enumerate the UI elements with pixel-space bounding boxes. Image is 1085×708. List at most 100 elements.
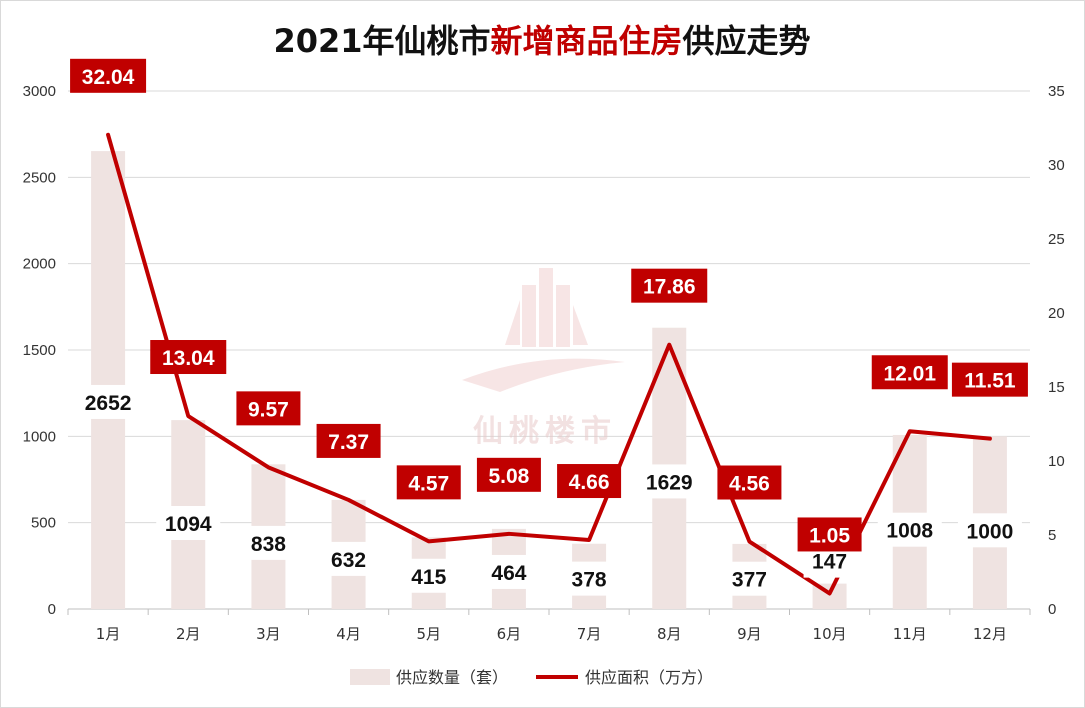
line-data-label: 4.66 [569, 471, 610, 494]
bar-data-label-bg [563, 561, 616, 596]
line-data-label-bg [150, 340, 227, 375]
left-axis-tick-label: 1000 [23, 428, 56, 445]
bar-data-label: 2652 [85, 392, 132, 415]
right-axis-tick-label: 20 [1048, 305, 1065, 322]
bar-data-label: 377 [732, 569, 767, 592]
bar-data-label-bg [957, 513, 1022, 548]
left-axis-tick-label: 0 [48, 601, 56, 618]
bar-data-label-bg [156, 505, 221, 540]
x-axis-tick-label: 7月 [577, 625, 602, 643]
line-data-label-bg [557, 464, 622, 499]
right-axis-tick-label: 15 [1048, 379, 1065, 396]
line-point [587, 538, 591, 542]
line-data-label-bg [951, 362, 1028, 397]
bar-data-label: 632 [331, 549, 366, 572]
x-axis-tick-label: 10月 [813, 625, 847, 643]
x-axis-tick-label: 6月 [497, 625, 522, 643]
title-part-3: 供应走势 [683, 22, 811, 60]
line-data-label: 17.86 [643, 276, 696, 299]
bar-data-label-bg [322, 541, 375, 576]
legend: 供应数量（套） 供应面积（万方） [350, 668, 713, 687]
line-data-label: 1.05 [809, 524, 850, 547]
watermark-wave [462, 358, 625, 392]
bar-data-label-bg [637, 464, 702, 499]
bar-data-label-bg [723, 561, 776, 596]
line-point [747, 540, 751, 544]
bar-data-label: 415 [411, 566, 446, 589]
line-data-label: 9.57 [248, 398, 289, 421]
left-axis-tick-label: 1500 [23, 342, 56, 359]
bar-data-label: 838 [251, 533, 286, 556]
legend-bar-swatch [350, 669, 390, 685]
right-axis-tick-label: 10 [1048, 453, 1065, 470]
line-data-label: 4.57 [408, 472, 449, 495]
left-axis-tick-label: 3000 [23, 83, 56, 100]
line-data-label: 7.37 [328, 431, 369, 454]
line-point [828, 591, 832, 595]
line-data-label: 4.56 [729, 473, 770, 496]
line-data-label-bg [396, 465, 461, 500]
line-data-label-bg [871, 355, 948, 390]
line-point [908, 429, 912, 433]
bar-data-label-bg [482, 554, 535, 589]
line-data-label: 32.04 [82, 66, 135, 89]
line-point [988, 437, 992, 441]
x-axis-tick-label: 11月 [893, 625, 927, 643]
watermark-building-3 [539, 268, 553, 347]
watermark-text: 仙桃楼市 [473, 414, 617, 449]
left-axis-tick-label: 2000 [23, 256, 56, 273]
bar-data-label: 1094 [165, 513, 212, 536]
right-axis-tick-label: 0 [1048, 601, 1056, 618]
bar-data-label: 1000 [967, 520, 1014, 543]
x-axis-tick-label: 2月 [176, 625, 201, 643]
right-axis-tick-label: 5 [1048, 527, 1056, 544]
line-data-label-bg [631, 268, 708, 303]
chart-title: 2021年仙桃市新增商品住房供应走势 [273, 22, 810, 60]
line-point [507, 532, 511, 536]
line-data-label-bg [797, 517, 862, 552]
bar-data-label: 378 [572, 569, 607, 592]
line-data-label: 5.08 [488, 465, 529, 488]
line-point [186, 414, 190, 418]
x-axis-tick-label: 12月 [973, 625, 1007, 643]
x-axis-tick-label: 4月 [336, 625, 361, 643]
line-data-label-bg [70, 58, 147, 93]
axes: 0 500 1000 1500 2000 2500 3000 0 5 10 15 20 25 30 35 1月… [23, 83, 1065, 643]
right-axis-tick-label: 30 [1048, 157, 1065, 174]
line-point [347, 498, 351, 502]
bar-data-label: 464 [491, 562, 526, 585]
title-part-1: 2021年仙桃市 [273, 22, 490, 60]
line-data-label: 12.01 [883, 362, 936, 385]
watermark-building-1 [505, 300, 520, 345]
bar-data-label: 1008 [886, 520, 933, 543]
line-data-labels: 32.04 13.04 9.57 7.37 4.57 5.08 4.66 17.86 4.56 1… [70, 58, 1028, 552]
line-point [427, 539, 431, 543]
line-data-label-bg [717, 465, 782, 500]
bar [91, 151, 126, 609]
x-axis-tick-label: 9月 [737, 625, 762, 643]
left-axis-tick-label: 2500 [23, 169, 56, 186]
bar-data-label-bg [402, 558, 455, 593]
left-axis-tick-label: 500 [31, 515, 56, 532]
title-part-2: 新增商品住房 [491, 22, 683, 60]
bar-data-label-bg [877, 512, 942, 547]
x-axis-tick-label: 5月 [416, 625, 441, 643]
watermark-logo: 仙桃楼市 [462, 268, 625, 449]
x-axis-tick-label: 8月 [657, 625, 682, 643]
watermark-building-4 [556, 285, 570, 347]
bar-data-label: 147 [812, 551, 847, 574]
bar-data-label-bg [242, 525, 295, 560]
line-data-label: 13.04 [162, 347, 215, 370]
bar-data-label: 1629 [646, 471, 693, 494]
watermark-building-5 [573, 305, 588, 345]
legend-bar-label: 供应数量（套） [396, 668, 508, 687]
right-axis-tick-label: 35 [1048, 83, 1065, 100]
bar-data-label-bg [76, 384, 141, 419]
line-point [106, 133, 110, 137]
line-point [667, 343, 671, 347]
line-point [266, 465, 270, 469]
right-axis-tick-label: 25 [1048, 231, 1065, 248]
line-data-label-bg [236, 391, 301, 426]
